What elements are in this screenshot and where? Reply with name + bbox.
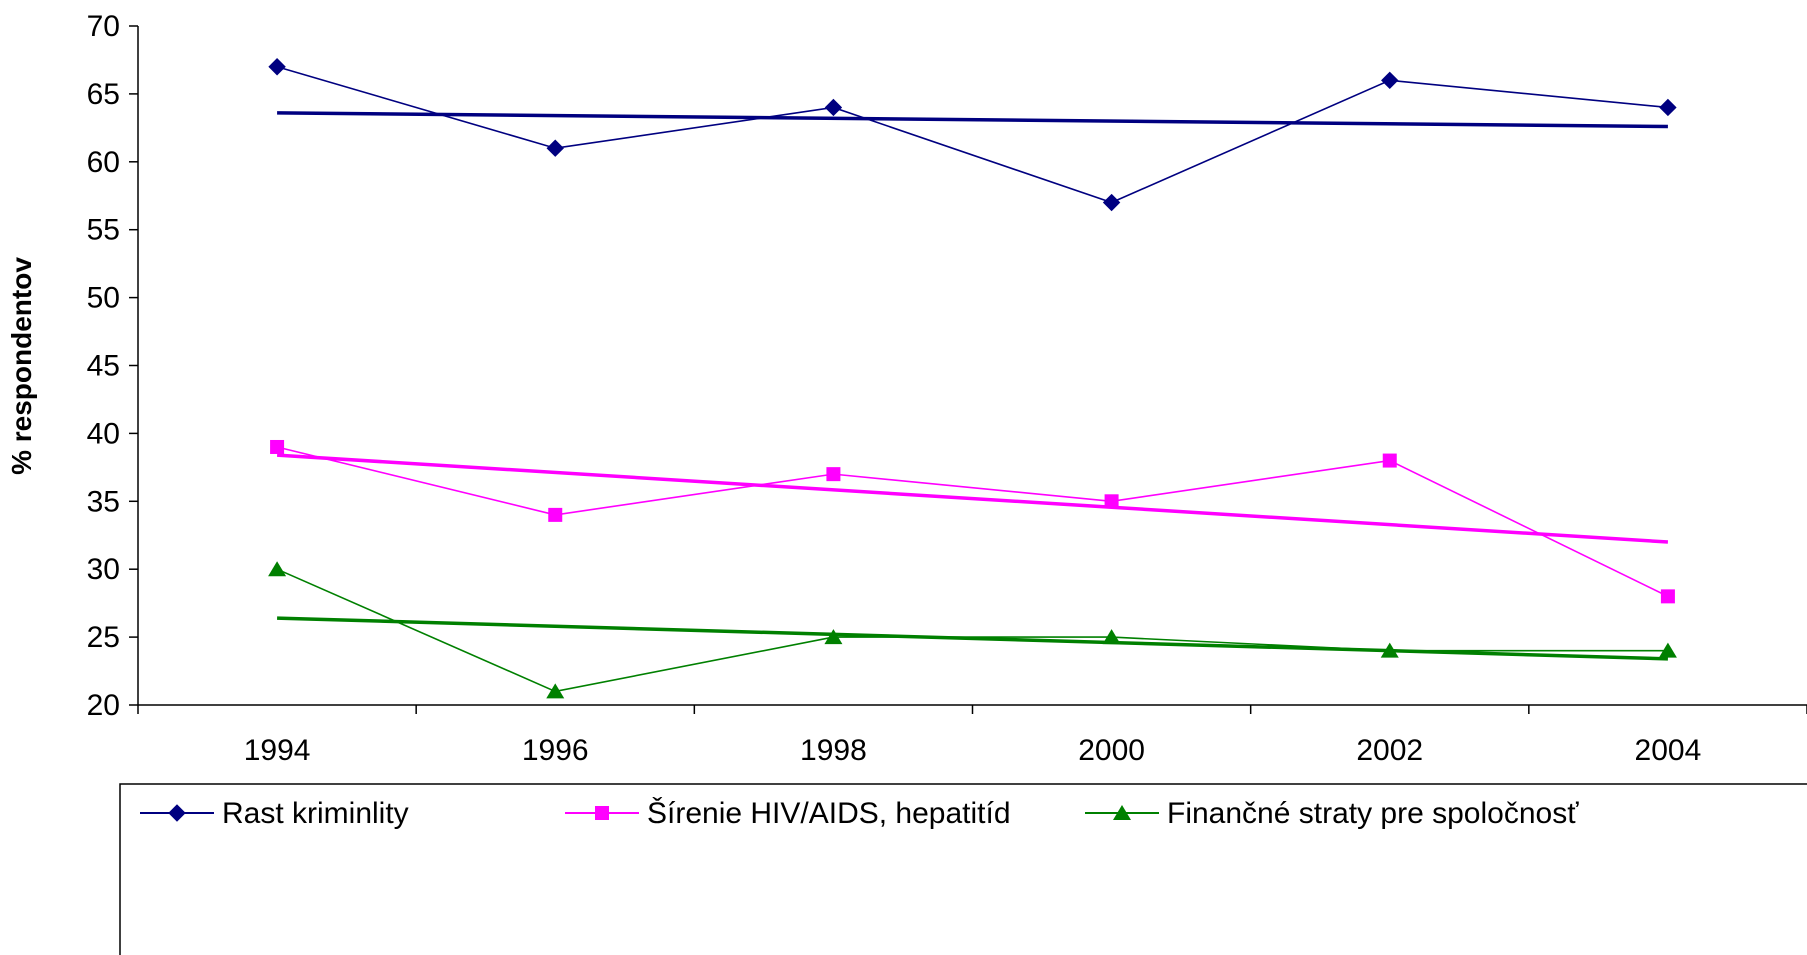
y-tick-label: 70 [87,10,120,43]
data-point-0 [268,58,286,76]
legend-marker-0 [168,804,186,822]
data-point-2 [824,629,843,645]
legend-marker-1 [595,806,609,820]
trend-line-2 [277,616,1668,661]
y-tick-label: 30 [87,553,120,586]
x-tick-label: 2002 [1356,734,1423,767]
series-line-2 [276,568,1668,693]
data-point-2 [1658,642,1677,658]
trend-line-0 [277,111,1668,129]
y-axis-title: % respondentov [6,257,37,475]
legend-label-1: Šírenie HIV/AIDS, hepatitíd [647,796,1011,830]
data-point-2 [1380,642,1399,658]
data-point-2 [1102,629,1121,645]
series-markers [268,58,1677,699]
data-point-0 [1381,71,1399,90]
legend-marker-2 [1113,805,1131,820]
legend-label-0: Rast kriminlity [222,797,409,830]
y-tick-label: 40 [87,417,120,450]
axes [137,26,1807,706]
legend: Rast kriminlity Šírenie HIV/AIDS, hepatit… [119,783,1807,955]
data-point-0 [824,98,843,117]
x-tick-label: 1996 [522,734,589,767]
data-point-0 [546,139,564,157]
data-point-1 [270,439,285,454]
x-tick-label: 1994 [244,734,311,767]
x-tick-label: 2004 [1635,734,1702,767]
data-point-1 [1660,589,1675,604]
data-point-1 [1104,494,1119,509]
data-point-2 [546,683,565,699]
y-tick-label: 55 [87,214,120,247]
series-lines [276,65,1669,693]
data-point-2 [268,561,287,577]
y-tick-label: 45 [87,350,120,383]
series-line-1 [276,446,1669,598]
y-tick-label: 50 [87,282,120,315]
data-point-1 [548,507,563,522]
data-point-0 [1659,98,1677,117]
data-point-0 [1102,193,1121,212]
data-point-1 [1382,453,1397,468]
legend-box [119,783,1807,955]
y-tick-label: 20 [87,689,120,722]
y-tick-label: 65 [87,78,120,111]
y-tick-label: 35 [87,485,120,518]
y-axis-ticks: 20 25 30 35 40 45 50 55 60 65 70 [87,10,138,722]
legend-label-2: Finančné straty pre spoločnosť [1167,797,1579,830]
y-tick-label: 60 [87,146,120,179]
trend-line-1 [276,453,1669,544]
x-tick-label: 1998 [800,734,867,767]
x-tick-label: 2000 [1078,734,1145,767]
data-point-1 [826,467,841,482]
series-line-0 [276,65,1668,204]
x-axis-ticks: 1994 1996 1998 2000 2002 2004 [137,705,1807,767]
y-tick-label: 25 [87,621,120,654]
trend-lines [276,111,1669,661]
